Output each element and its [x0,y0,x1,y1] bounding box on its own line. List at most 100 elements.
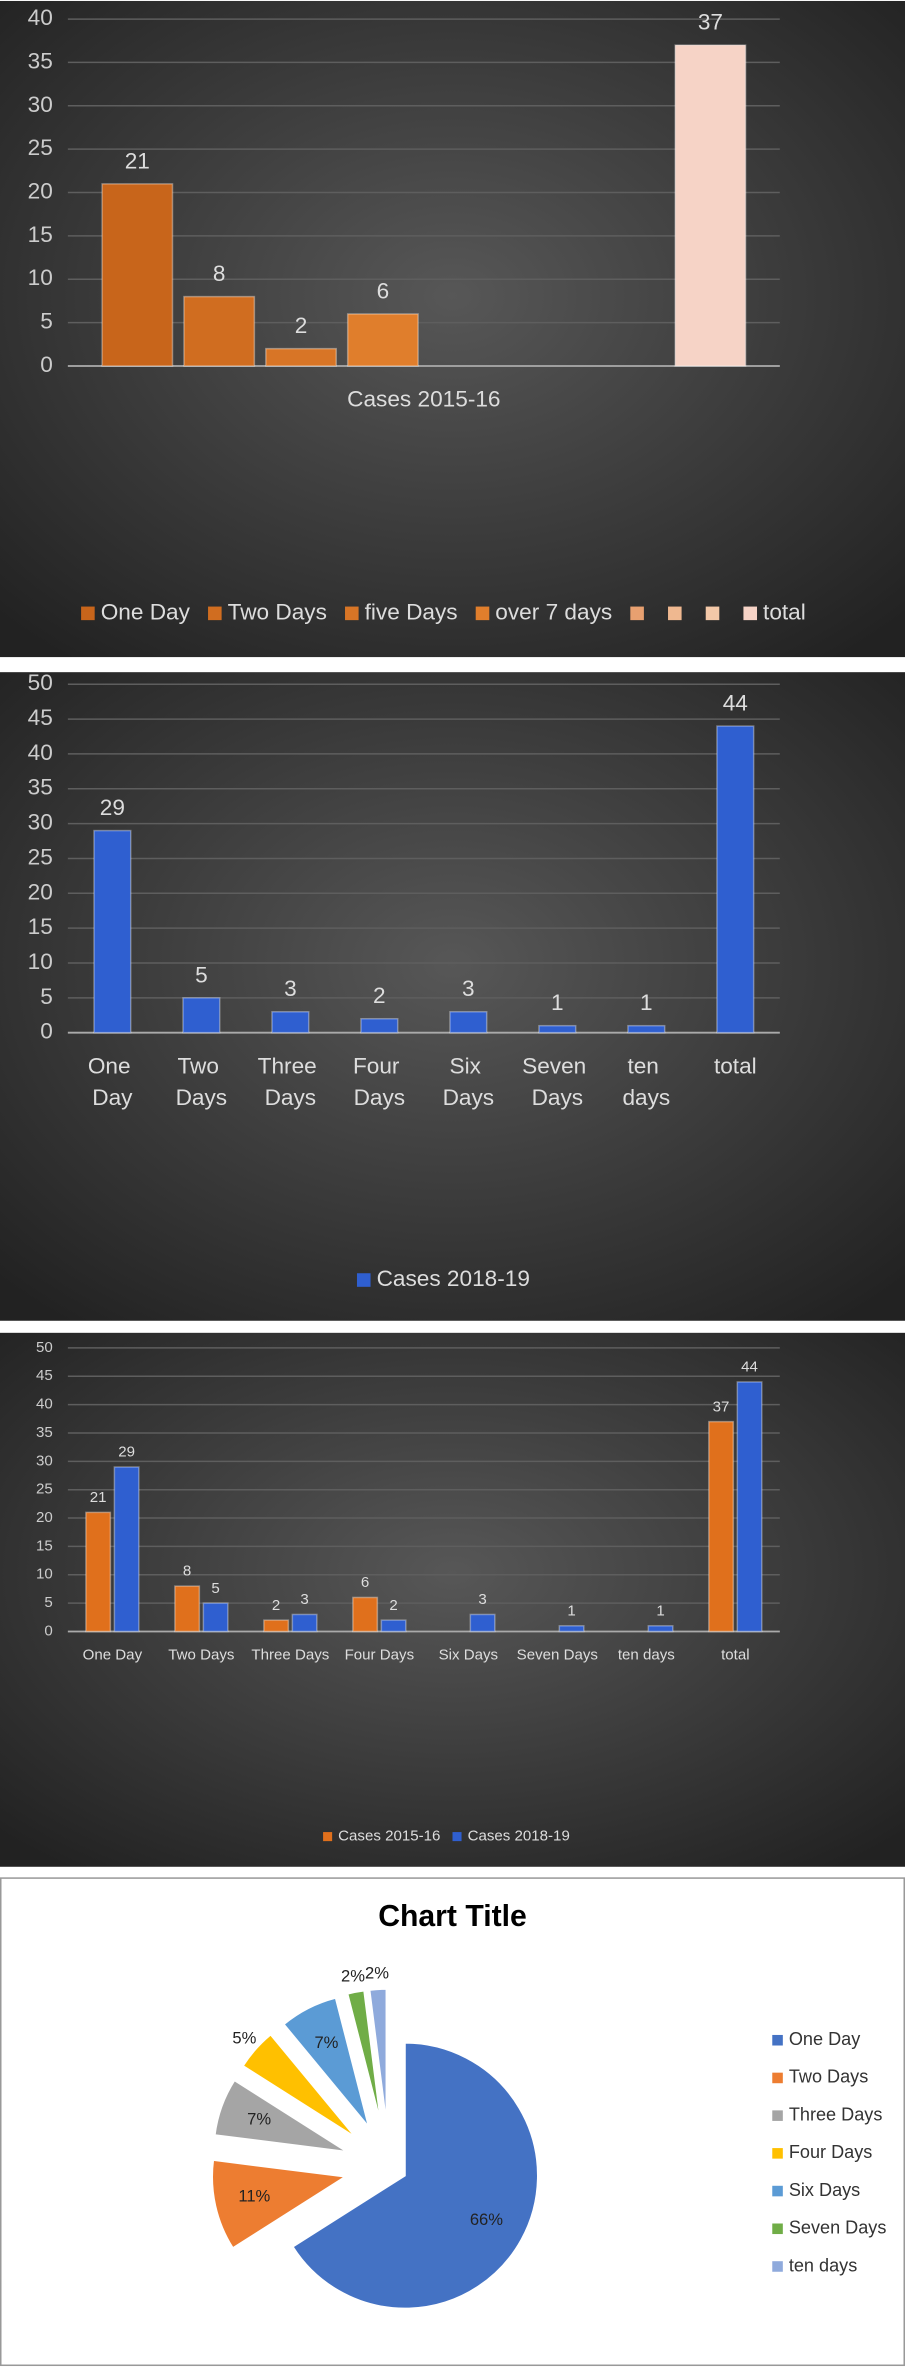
pie-slice [282,1997,370,2128]
y-tick-label: 25 [28,135,53,160]
y-tick-label: 20 [36,1509,53,1526]
legend-marker [475,606,490,621]
data-label: 11% [238,2186,270,2205]
data-label: 1 [567,1602,575,1619]
legend-label: Seven Days [789,2218,887,2238]
y-tick-label: 10 [28,949,53,974]
y-tick-label: 45 [28,705,53,730]
legend-marker [772,2034,783,2046]
legend-label: Four Days [789,2142,872,2162]
data-label: 1 [640,990,653,1015]
bar [271,1011,310,1034]
data-label: 6 [377,278,390,303]
legend-label: total [763,599,806,624]
y-tick-label: 40 [28,740,53,765]
legend-label: Cases 2015-16 [338,1828,440,1845]
y-tick-label: 35 [28,775,53,800]
x-tick-label: One Day [88,1053,137,1110]
legend-marker [705,606,720,621]
legend-label: Six Days [789,2180,860,2200]
data-label: 44 [723,691,748,716]
data-label: 2 [295,313,308,338]
data-label: 3 [300,1591,308,1608]
bar [263,1619,290,1633]
data-label: 1 [551,990,564,1015]
data-label: 7% [314,2033,338,2052]
panel [0,672,905,1321]
data-label: 6 [361,1574,369,1591]
data-label: 44 [741,1359,758,1376]
bar [627,1024,666,1034]
legend-marker [668,606,682,621]
bar [352,1596,379,1633]
bar [202,1602,229,1633]
legend-label: Cases 2018-19 [468,1828,570,1845]
y-tick-label: 15 [36,1537,53,1554]
legend-marker [772,2148,783,2159]
bar [469,1613,496,1633]
y-tick-label: 0 [40,1019,53,1044]
data-label: 1 [656,1602,664,1619]
pie-slice [291,2042,539,2310]
y-tick-label: 30 [28,92,53,117]
pie-slice [368,1988,388,2122]
data-label: 3 [462,976,475,1001]
x-tick-label: total [714,1053,757,1078]
bar [182,997,221,1034]
y-tick-label: 15 [28,914,53,939]
legend-label: over 7 days [495,599,612,624]
legend-label: One Day [789,2029,861,2049]
x-tick-label: Three Days [251,1647,329,1664]
data-label: 2% [341,1967,365,1986]
bar [674,44,747,367]
bar [183,295,256,367]
legend-marker [630,606,644,621]
x-tick-label: ten days [622,1053,670,1110]
bar [380,1619,407,1633]
legend-marker [356,1273,371,1287]
data-label: 8 [183,1563,191,1580]
data-label: 3 [284,976,297,1001]
data-label: 7% [247,2110,271,2129]
y-tick-label: 5 [40,984,53,1009]
bar [113,1466,140,1633]
bar [346,313,419,367]
pie-slice [346,1989,382,2123]
legend-marker [81,606,95,621]
data-label: 21 [125,148,150,173]
data-label: 2% [365,1964,389,1983]
data-label: 37 [713,1398,730,1415]
data-label: 5% [232,2029,256,2048]
x-tick-label: Seven Days [517,1647,598,1664]
x-tick-label: Four Days [345,1647,415,1664]
bar [291,1613,318,1633]
bar [449,1011,488,1034]
legend-marker [772,2185,783,2197]
bar [538,1024,577,1034]
x-tick-label: Two Days [168,1647,234,1664]
legend-marker [345,606,359,621]
x-tick-label: ten days [618,1647,675,1664]
y-tick-label: 10 [28,265,53,290]
legend-label: ten days [789,2255,857,2275]
y-tick-label: 0 [44,1622,52,1639]
x-tick-label: Cases 2015-16 [347,387,500,412]
bar [93,829,132,1034]
bar [174,1585,201,1633]
x-tick-label: Three Days [258,1053,323,1110]
legend-marker [452,1832,462,1842]
pie-slice [242,2033,356,2138]
y-tick-label: 35 [28,48,53,73]
legend-marker [772,2261,783,2272]
bar [265,347,337,367]
legend: Cases 2015-16 Cases 2018-19 [323,1828,570,1845]
y-tick-label: 40 [28,5,53,30]
data-label: 66% [470,2210,503,2229]
y-tick-label: 30 [36,1452,53,1469]
legend-marker [772,2223,783,2235]
legend-label: One Day [101,599,191,624]
data-label: 3 [478,1591,486,1608]
y-tick-label: 40 [36,1396,53,1413]
